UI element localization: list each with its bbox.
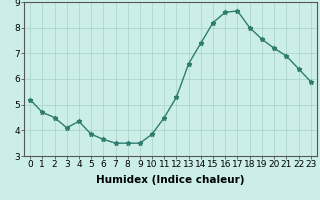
X-axis label: Humidex (Indice chaleur): Humidex (Indice chaleur) bbox=[96, 175, 245, 185]
